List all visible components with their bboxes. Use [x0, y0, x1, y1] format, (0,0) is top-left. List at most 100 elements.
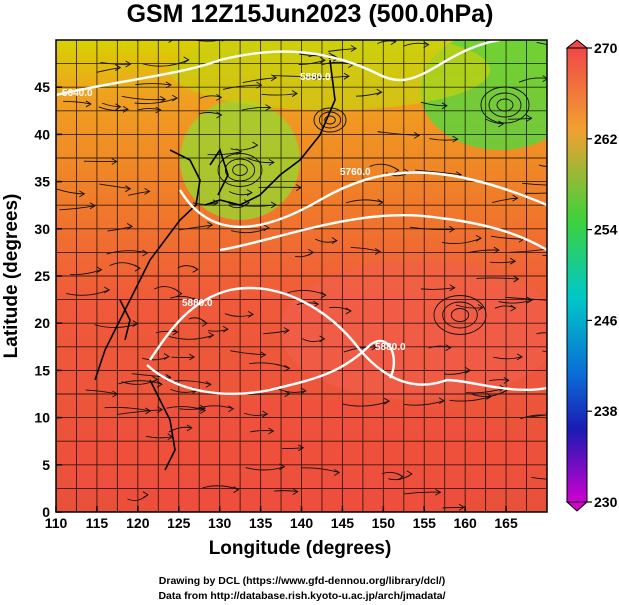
- streamline: [66, 289, 110, 296]
- streamline-arrowhead: [270, 201, 277, 209]
- streamline: [429, 138, 458, 141]
- streamline-arrowhead: [551, 190, 556, 196]
- x-tick-label: 120: [126, 515, 150, 531]
- y-tick-label: 0: [42, 504, 50, 520]
- streamline: [404, 491, 441, 495]
- streamline: [321, 61, 354, 66]
- streamline-arrowhead: [279, 463, 286, 471]
- streamline: [355, 91, 382, 97]
- streamline: [538, 164, 547, 167]
- streamline: [170, 388, 198, 393]
- streamline-arrowhead: [152, 376, 159, 383]
- streamline: [493, 356, 523, 360]
- streamline-arrowhead: [171, 94, 179, 102]
- streamline-arrowhead: [157, 406, 164, 414]
- streamline: [135, 83, 172, 86]
- streamline-arrowhead: [205, 381, 212, 388]
- streamline: [343, 346, 377, 353]
- vortex-ring: [496, 98, 514, 112]
- streamline: [377, 40, 396, 45]
- streamline: [121, 95, 166, 101]
- streamline: [490, 260, 516, 264]
- colorbar-tick-label: 246: [594, 312, 618, 328]
- x-tick-label: 155: [413, 515, 437, 531]
- streamline: [531, 477, 547, 480]
- streamline: [441, 237, 482, 245]
- streamline-arrowhead: [208, 331, 215, 339]
- streamline: [505, 296, 547, 301]
- streamline: [100, 62, 131, 65]
- streamline-arrowhead: [452, 135, 459, 143]
- streamline: [492, 197, 518, 204]
- streamline-arrowhead: [397, 473, 404, 481]
- credit-data: Data from http://database.rish.kyoto-u.a…: [158, 590, 445, 602]
- streamline: [249, 362, 290, 369]
- colorbar-tick-label: 270: [594, 40, 618, 56]
- streamline: [409, 226, 455, 230]
- vortex-ring: [442, 301, 478, 329]
- streamline-arrowhead: [509, 257, 517, 265]
- coastlines: [94, 59, 336, 471]
- x-tick-label: 125: [167, 515, 191, 531]
- streamline-arrowhead: [222, 325, 229, 333]
- streamline-arrowhead: [343, 72, 350, 80]
- streamline: [96, 67, 121, 73]
- streamline-arrowhead: [228, 405, 235, 413]
- streamline-arrowhead: [85, 100, 92, 108]
- y-axis-label: Latitude (degrees): [1, 194, 22, 359]
- y-axis-ticks: 0 5 10 15 20 25 30 35 40 45: [34, 79, 62, 520]
- streamline: [263, 330, 289, 335]
- coastline-china: [94, 149, 201, 381]
- coastline-korea: [209, 148, 229, 196]
- streamline: [117, 409, 163, 415]
- colorbar-ticks: 270 262 254 246 238 230: [587, 40, 618, 510]
- streamline-arrowhead: [291, 90, 299, 97]
- streamline-arrowhead: [298, 444, 305, 452]
- streamline: [228, 203, 277, 207]
- streamline-arrowhead: [516, 353, 523, 361]
- streamline-arrowhead: [89, 202, 96, 210]
- streamline: [248, 393, 290, 395]
- streamline-arrowhead: [265, 104, 272, 112]
- streamline-arrowhead: [308, 249, 315, 256]
- streamline: [342, 400, 390, 407]
- contour-labels: 5640.0 5760.0 5880.0 5880.0 5880.0: [62, 72, 406, 353]
- streamline: [242, 77, 277, 84]
- x-tick-label: 150: [372, 515, 396, 531]
- vortex-ring: [313, 107, 347, 133]
- x-tick-label: 160: [453, 515, 477, 531]
- streamline: [274, 490, 298, 493]
- streamline: [530, 414, 547, 418]
- streamline-arrowhead: [115, 64, 122, 71]
- streamline-arrowhead: [263, 224, 270, 232]
- streamline: [104, 406, 151, 412]
- streamline: [245, 466, 285, 471]
- streamline-arrowhead: [134, 264, 141, 272]
- streamline-arrowhead: [390, 40, 397, 45]
- streamline: [261, 93, 298, 96]
- streamline: [98, 106, 129, 112]
- streamline-arrowhead: [268, 158, 275, 166]
- x-tick-label: 115: [86, 515, 109, 531]
- streamline-arrowhead: [313, 300, 320, 308]
- streamline: [179, 407, 206, 410]
- streamline: [134, 97, 178, 105]
- streamline: [166, 406, 206, 411]
- streamline: [287, 290, 326, 296]
- streamline-arrowhead: [256, 81, 263, 89]
- streamline-arrowhead: [201, 320, 208, 327]
- cool-band-north: [170, 40, 490, 110]
- streamline: [467, 249, 499, 254]
- streamline: [173, 380, 211, 385]
- streamline: [118, 380, 163, 385]
- streamline-arrowhead: [486, 392, 493, 400]
- streamline-arrowhead: [155, 106, 162, 114]
- coastline-taiwan: [119, 299, 131, 341]
- streamline-arrowhead: [115, 103, 122, 111]
- streamline-arrowhead: [163, 353, 170, 360]
- y-tick-label: 40: [34, 126, 50, 142]
- streamline-arrowhead: [526, 114, 533, 122]
- streamline: [128, 190, 150, 196]
- streamline-arrowhead: [142, 249, 149, 257]
